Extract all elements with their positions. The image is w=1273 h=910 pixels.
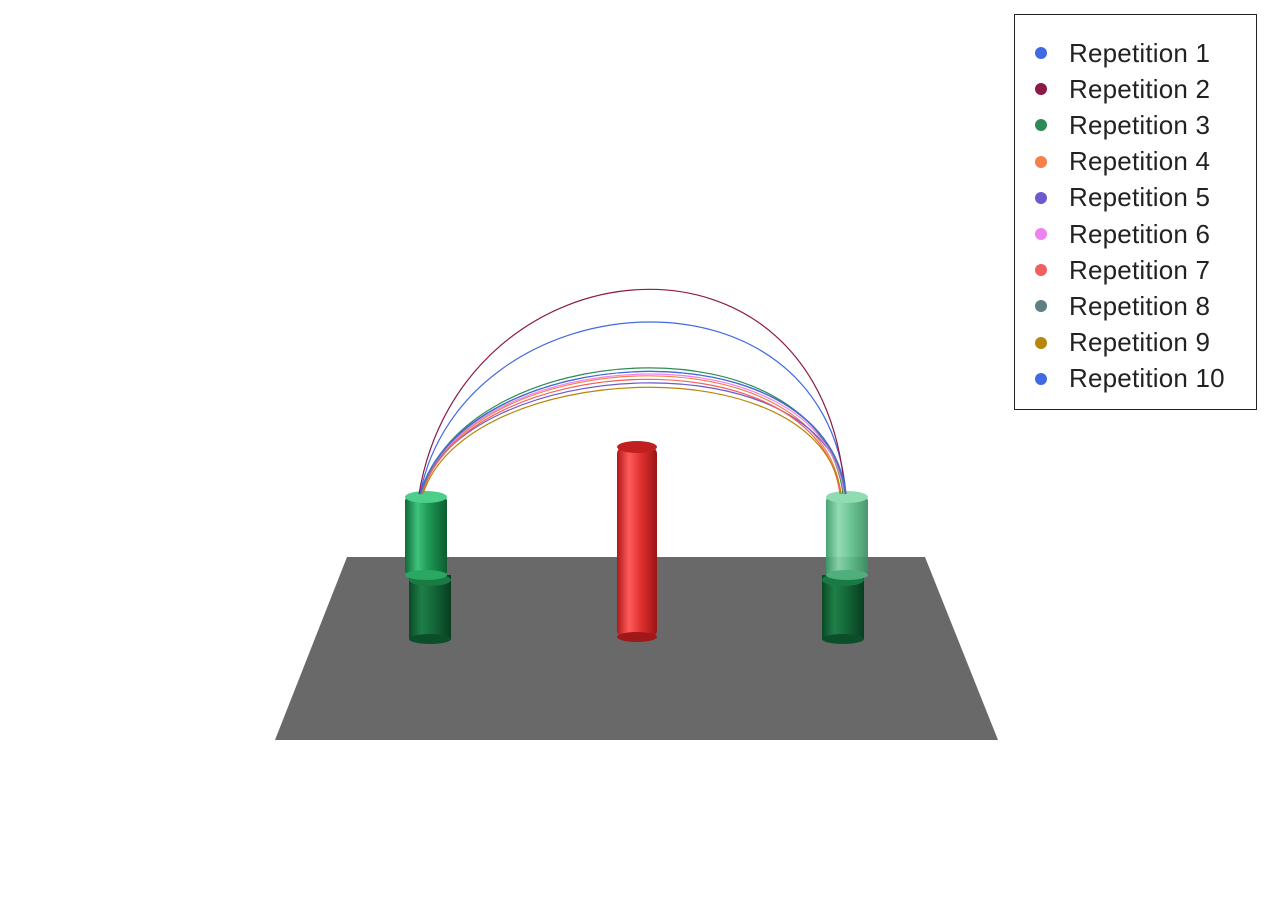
legend-marker-icon <box>1035 372 1047 385</box>
legend-marker-icon <box>1035 47 1047 60</box>
trajectory-line <box>422 386 842 495</box>
legend-marker-icon <box>1035 83 1047 96</box>
trajectory-line <box>421 378 841 495</box>
platform <box>275 557 998 740</box>
legend-marker-icon <box>1035 155 1047 168</box>
legend-item: Repetition 8 <box>1015 288 1256 324</box>
obstacle-cylinder <box>617 441 657 642</box>
legend-item: Repetition 1 <box>1015 35 1256 71</box>
goal-post <box>822 491 868 644</box>
legend-label: Repetition 6 <box>1069 218 1211 249</box>
legend-label: Repetition 3 <box>1069 109 1211 140</box>
legend: Repetition 1 Repetition 2 Repetition 3 Repe… <box>1014 14 1257 410</box>
legend-marker-icon <box>1035 300 1047 313</box>
trajectory-line <box>419 370 847 495</box>
legend-item: Repetition 9 <box>1015 325 1256 361</box>
legend-item: Repetition 4 <box>1015 144 1256 180</box>
legend-label: Repetition 7 <box>1069 254 1211 285</box>
trajectory-line <box>419 321 847 495</box>
legend-marker-icon <box>1035 119 1047 132</box>
trajectory-line <box>421 375 842 495</box>
legend-marker-icon <box>1035 191 1047 204</box>
legend-label: Repetition 8 <box>1069 290 1211 321</box>
legend-item: Repetition 10 <box>1015 361 1256 397</box>
trajectory-line <box>418 288 846 495</box>
legend-item: Repetition 6 <box>1015 216 1256 252</box>
legend-item: Repetition 3 <box>1015 107 1256 143</box>
legend-item: Repetition 7 <box>1015 252 1256 288</box>
legend-item: Repetition 2 <box>1015 71 1256 107</box>
legend-marker-icon <box>1035 264 1047 277</box>
legend-item: Repetition 5 <box>1015 180 1256 216</box>
trajectories <box>418 288 847 495</box>
legend-label: Repetition 5 <box>1069 182 1211 213</box>
start-post <box>405 491 451 644</box>
legend-label: Repetition 10 <box>1069 363 1225 394</box>
legend-label: Repetition 2 <box>1069 73 1211 104</box>
legend-label: Repetition 4 <box>1069 146 1211 177</box>
legend-label: Repetition 9 <box>1069 327 1211 358</box>
trajectory-line <box>420 373 845 495</box>
legend-label: Repetition 1 <box>1069 37 1211 68</box>
legend-marker-icon <box>1035 228 1047 241</box>
legend-marker-icon <box>1035 336 1047 349</box>
